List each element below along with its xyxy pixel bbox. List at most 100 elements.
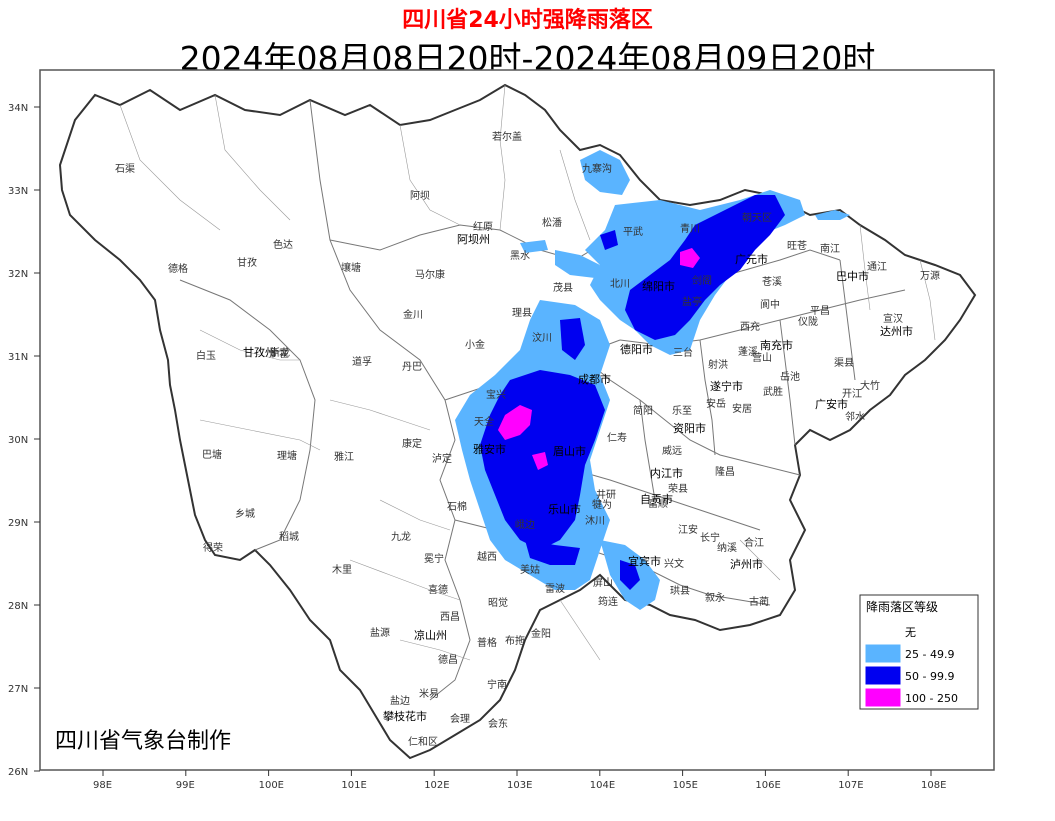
county-label: 乐至 bbox=[672, 405, 692, 417]
county-label: 若尔盖 bbox=[492, 130, 522, 143]
y-axis: 34N 33N 32N 31N 30N 29N 28N 27N 26N bbox=[8, 103, 40, 778]
county-label: 通江 bbox=[867, 261, 887, 273]
county-label: 新龙 bbox=[270, 346, 290, 359]
county-label: 纳溪 bbox=[717, 541, 737, 554]
county-label: 阿坝 bbox=[410, 190, 430, 202]
county-label: 巴塘 bbox=[202, 448, 222, 461]
x-tick-label: 103E bbox=[507, 780, 532, 791]
county-label: 仁和区 bbox=[408, 736, 438, 748]
city-label: 广安市 bbox=[815, 397, 848, 411]
credit-label: 四川省气象台制作 bbox=[55, 729, 231, 754]
county-label: 富顺 bbox=[648, 497, 668, 510]
county-label: 简阳 bbox=[633, 404, 653, 417]
county-label: 雅江 bbox=[334, 450, 354, 463]
county-label: 金川 bbox=[403, 308, 423, 321]
city-label: 内江市 bbox=[650, 466, 683, 480]
county-label: 江安 bbox=[678, 523, 698, 536]
county-label: 康定 bbox=[402, 437, 422, 450]
x-tick-label: 100E bbox=[259, 780, 284, 791]
county-label: 喜德 bbox=[428, 583, 448, 596]
y-tick-label: 30N bbox=[8, 435, 28, 446]
county-label: 古蔺 bbox=[749, 595, 769, 608]
county-label: 仪陇 bbox=[798, 315, 818, 328]
county-label: 天全 bbox=[474, 415, 494, 428]
county-label: 仁寿 bbox=[607, 431, 627, 444]
county-label: 稻城 bbox=[279, 531, 299, 543]
y-tick-label: 33N bbox=[8, 186, 28, 197]
x-tick-label: 108E bbox=[921, 780, 946, 791]
city-label: 自贡市 bbox=[640, 492, 673, 506]
county-label: 九龙 bbox=[391, 530, 411, 543]
county-label: 汶川 bbox=[532, 331, 552, 344]
county-label: 旺苍 bbox=[787, 239, 807, 252]
county-label: 西充 bbox=[740, 320, 760, 333]
county-label: 安岳 bbox=[706, 397, 726, 410]
county-label: 岳池 bbox=[780, 370, 800, 383]
city-label: 宜宾市 bbox=[628, 554, 661, 568]
county-label: 盐边 bbox=[390, 694, 410, 707]
city-label: 攀枝花市 bbox=[383, 709, 427, 723]
county-label: 德格 bbox=[168, 262, 188, 275]
city-label: 巴中市 bbox=[836, 269, 869, 283]
county-label: 阆中 bbox=[760, 298, 780, 311]
county-label: 南江 bbox=[820, 242, 840, 255]
county-label: 理塘 bbox=[277, 449, 297, 462]
county-label: 苍溪 bbox=[762, 275, 782, 288]
x-tick-label: 102E bbox=[424, 780, 449, 791]
city-label: 凉山州 bbox=[414, 628, 447, 642]
county-label: 兴文 bbox=[664, 557, 684, 570]
county-label: 德昌 bbox=[438, 653, 458, 666]
county-label: 荣县 bbox=[668, 483, 688, 495]
city-label: 绵阳市 bbox=[642, 279, 675, 293]
county-label: 武胜 bbox=[763, 385, 783, 398]
city-label: 南充市 bbox=[760, 338, 793, 352]
y-tick-label: 27N bbox=[8, 684, 28, 695]
x-tick-label: 101E bbox=[341, 780, 366, 791]
county-label: 昭觉 bbox=[488, 597, 508, 609]
county-label: 壤塘 bbox=[341, 261, 361, 274]
rain-area-heavy bbox=[498, 248, 700, 470]
legend-label: 无 bbox=[905, 626, 916, 639]
county-label: 威远 bbox=[662, 444, 682, 457]
county-label: 犍为 bbox=[592, 499, 612, 511]
county-label: 渠县 bbox=[834, 357, 854, 369]
city-label: 成都市 bbox=[578, 372, 611, 386]
legend-title: 降雨落区等级 bbox=[866, 600, 938, 614]
legend-label: 100 - 250 bbox=[905, 692, 958, 705]
county-label: 色达 bbox=[273, 238, 293, 251]
county-label: 木里 bbox=[332, 564, 352, 576]
county-label: 合江 bbox=[744, 536, 764, 549]
county-label: 普格 bbox=[477, 636, 497, 649]
county-label: 射洪 bbox=[708, 359, 728, 371]
county-label: 宝兴 bbox=[486, 388, 506, 401]
x-tick-label: 99E bbox=[176, 780, 195, 791]
county-label: 隆昌 bbox=[715, 465, 735, 478]
legend-swatch bbox=[865, 688, 901, 707]
legend-label: 25 - 49.9 bbox=[905, 648, 954, 661]
county-label: 会东 bbox=[488, 717, 508, 730]
city-label: 达州市 bbox=[880, 324, 913, 338]
county-label: 蓬溪 bbox=[738, 346, 758, 358]
county-label: 安居 bbox=[732, 402, 752, 415]
y-tick-label: 26N bbox=[8, 767, 28, 778]
county-label: 沐川 bbox=[585, 514, 605, 527]
x-tick-label: 107E bbox=[838, 780, 863, 791]
county-label: 剑阁 bbox=[692, 274, 712, 287]
county-label: 炉霍 bbox=[269, 348, 289, 360]
county-label: 开江 bbox=[842, 388, 862, 400]
county-label: 峨边 bbox=[515, 519, 535, 531]
county-label: 三台 bbox=[673, 346, 693, 359]
legend-label: 50 - 99.9 bbox=[905, 670, 954, 683]
county-label: 美姑 bbox=[520, 563, 540, 576]
county-label: 平昌 bbox=[810, 305, 830, 317]
x-tick-label: 105E bbox=[673, 780, 698, 791]
county-label: 万源 bbox=[920, 269, 940, 282]
legend-swatch bbox=[865, 622, 901, 641]
y-tick-label: 32N bbox=[8, 269, 28, 280]
county-label: 北川 bbox=[610, 278, 630, 290]
county-label: 宁南 bbox=[487, 678, 507, 691]
y-tick-label: 29N bbox=[8, 518, 28, 529]
county-label: 得荣 bbox=[203, 542, 223, 554]
x-axis: 98E 99E 100E 101E 102E 103E 104E 105E 106E 107E 10… bbox=[93, 770, 946, 791]
